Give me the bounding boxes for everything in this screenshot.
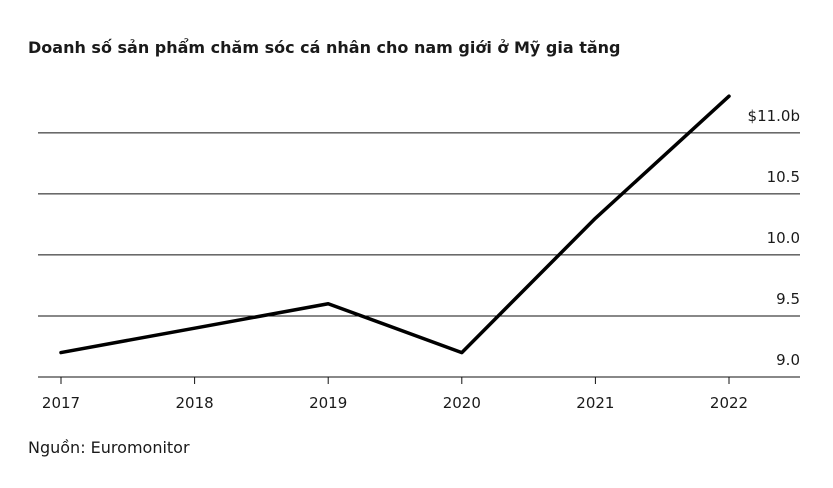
y-tick-label: 9.0 [776,351,800,369]
x-tick-label: 2017 [42,394,80,412]
x-tick-label: 2020 [443,394,481,412]
y-tick-label: $11.0b [748,107,800,125]
x-tick-label: 2021 [576,394,614,412]
x-tick-label: 2018 [176,394,214,412]
y-tick-label: 10.5 [767,168,800,186]
y-tick-label: 10.0 [767,229,800,247]
source: Nguồn: Euromonitor [28,438,190,457]
x-tick-label: 2019 [309,394,347,412]
x-tick-label: 2022 [710,394,748,412]
line [59,94,731,355]
chart-title: Doanh số sản phẩm chăm sóc cá nhân cho n… [28,38,620,57]
y-tick-label: 9.5 [776,290,800,308]
